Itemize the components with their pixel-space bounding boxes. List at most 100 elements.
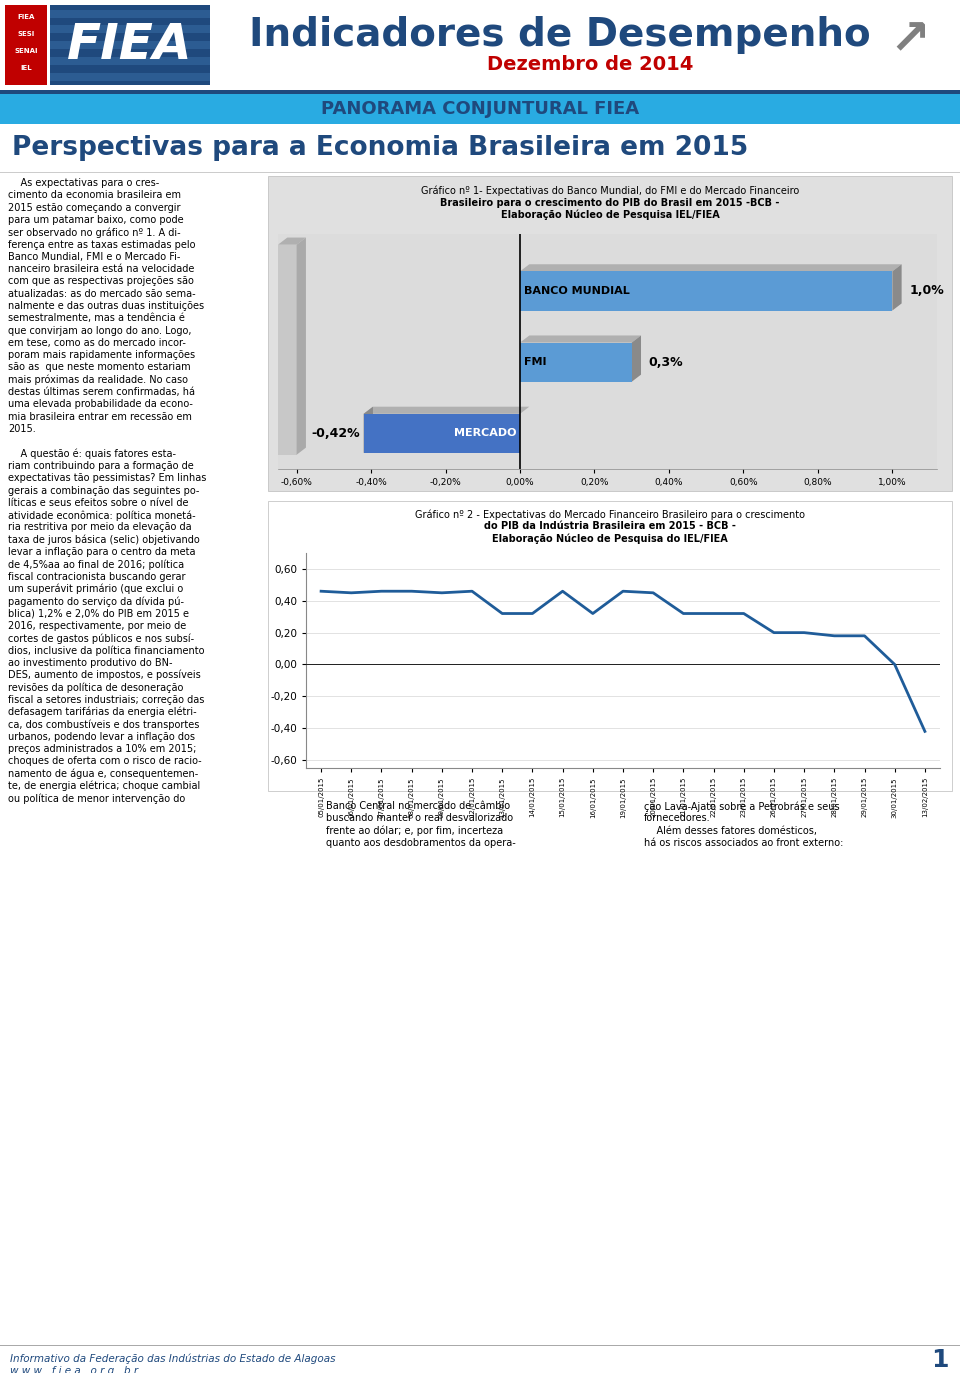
Text: com que as respectivas projeções são: com que as respectivas projeções são (8, 276, 194, 287)
Text: levar a inflação para o centro da meta: levar a inflação para o centro da meta (8, 546, 196, 557)
Text: Brasileiro para o crescimento do PIB do Brasil em 2015 -BCB -: Brasileiro para o crescimento do PIB do … (441, 198, 780, 207)
Text: fornecedores.: fornecedores. (644, 813, 710, 824)
Text: -0,42%: -0,42% (311, 427, 360, 439)
Polygon shape (364, 406, 372, 453)
Bar (278, 244, 297, 454)
Text: pagamento do serviço da dívida pú-: pagamento do serviço da dívida pú- (8, 596, 184, 607)
Text: urbanos, podendo levar a inflação dos: urbanos, podendo levar a inflação dos (8, 732, 195, 741)
Text: buscando manter o real desvalorizado: buscando manter o real desvalorizado (326, 813, 514, 824)
Text: 0,3%: 0,3% (648, 356, 684, 369)
Bar (50, 58, 210, 65)
Bar (364, 413, 520, 453)
Text: um superávit primário (que exclui o: um superávit primário (que exclui o (8, 584, 183, 595)
Polygon shape (520, 264, 901, 272)
Text: SENAI: SENAI (14, 48, 37, 54)
Text: revisões da política de desoneração: revisões da política de desoneração (8, 682, 183, 693)
Text: atualizadas: as do mercado são sema-: atualizadas: as do mercado são sema- (8, 288, 196, 299)
Text: em tese, como as do mercado incor-: em tese, como as do mercado incor- (8, 338, 186, 347)
Text: cimento da economia brasileira em: cimento da economia brasileira em (8, 191, 181, 200)
Text: dios, inclusive da política financiamento: dios, inclusive da política financiament… (8, 645, 204, 656)
Bar (50, 5, 210, 85)
Text: mia brasileira entrar em recessão em: mia brasileira entrar em recessão em (8, 412, 192, 422)
Text: Elaboração Núcleo de Pesquisa do IEL/FIEA: Elaboração Núcleo de Pesquisa do IEL/FIE… (492, 533, 728, 544)
Text: mais próximas da realidade. No caso: mais próximas da realidade. No caso (8, 375, 188, 386)
Text: ção Lava-Ajato sobre a Petrobrás e seus: ção Lava-Ajato sobre a Petrobrás e seus (644, 800, 840, 811)
Text: nanceiro brasileira está na velocidade: nanceiro brasileira está na velocidade (8, 264, 194, 275)
Text: há os riscos associados ao front externo:: há os riscos associados ao front externo… (644, 838, 844, 849)
Text: Gráfico nº 2 - Expectativas do Mercado Financeiro Brasileiro para o crescimento: Gráfico nº 2 - Expectativas do Mercado F… (415, 509, 805, 519)
Text: frente ao dólar; e, por fim, incerteza: frente ao dólar; e, por fim, incerteza (326, 825, 503, 836)
Text: FMI: FMI (524, 357, 546, 367)
Text: 1,0%: 1,0% (909, 284, 944, 298)
Polygon shape (364, 406, 529, 413)
Bar (50, 25, 210, 33)
Text: que convirjam ao longo do ano. Logo,: que convirjam ao longo do ano. Logo, (8, 325, 191, 335)
Text: 2015 estão começando a convergir: 2015 estão começando a convergir (8, 203, 180, 213)
Text: fiscal contracionista buscando gerar: fiscal contracionista buscando gerar (8, 571, 185, 582)
Text: ferença entre as taxas estimadas pelo: ferença entre as taxas estimadas pelo (8, 239, 196, 250)
Polygon shape (632, 335, 641, 382)
Text: DES, aumento de impostos, e possíveis: DES, aumento de impostos, e possíveis (8, 670, 201, 681)
Text: 1: 1 (931, 1348, 948, 1372)
Bar (50, 10, 210, 18)
Text: preços administrados a 10% em 2015;: preços administrados a 10% em 2015; (8, 744, 197, 754)
Bar (520, 343, 632, 382)
Text: uma elevada probabilidade da econo-: uma elevada probabilidade da econo- (8, 400, 193, 409)
Text: Indicadores de Desempenho: Indicadores de Desempenho (250, 16, 871, 54)
Text: semestralmente, mas a tendência é: semestralmente, mas a tendência é (8, 313, 185, 323)
Text: A questão é: quais fatores esta-: A questão é: quais fatores esta- (8, 449, 176, 459)
Text: namento de água e, consequentemen-: namento de água e, consequentemen- (8, 769, 199, 778)
Text: do PIB da Indústria Brasileira em 2015 - BCB -: do PIB da Indústria Brasileira em 2015 -… (484, 520, 736, 531)
Polygon shape (893, 264, 901, 310)
Text: w w w . f i e a . o r g . b r: w w w . f i e a . o r g . b r (10, 1366, 138, 1373)
Text: nalmente e das outras duas instituições: nalmente e das outras duas instituições (8, 301, 204, 312)
Text: FIEA: FIEA (67, 21, 193, 69)
Text: Dezembro de 2014: Dezembro de 2014 (487, 55, 693, 74)
Text: Gráfico nº 1- Expectativas do Banco Mundial, do FMI e do Mercado Financeiro: Gráfico nº 1- Expectativas do Banco Mund… (420, 185, 799, 196)
Text: cortes de gastos públicos e nos subsí-: cortes de gastos públicos e nos subsí- (8, 633, 194, 644)
Text: destas últimas serem confirmadas, há: destas últimas serem confirmadas, há (8, 387, 195, 397)
Polygon shape (278, 238, 306, 244)
Text: defasagem tarifárias da energia elétri-: defasagem tarifárias da energia elétri- (8, 707, 197, 718)
Text: expectativas tão pessimistas? Em linhas: expectativas tão pessimistas? Em linhas (8, 474, 206, 483)
Text: ao investimento produtivo do BN-: ao investimento produtivo do BN- (8, 658, 173, 667)
Text: MERCADO: MERCADO (454, 428, 516, 438)
Text: As expectativas para o cres-: As expectativas para o cres- (8, 178, 159, 188)
Bar (0, 0, 960, 91)
Text: choques de oferta com o risco de racio-: choques de oferta com o risco de racio- (8, 757, 202, 766)
Text: fiscal a setores industriais; correção das: fiscal a setores industriais; correção d… (8, 695, 204, 704)
Bar (5, 5, 47, 85)
Text: para um patamar baixo, como pode: para um patamar baixo, como pode (8, 216, 183, 225)
Bar (50, 41, 210, 49)
Bar (50, 73, 210, 81)
Polygon shape (520, 335, 641, 343)
Text: ca, dos combustíveis e dos transportes: ca, dos combustíveis e dos transportes (8, 719, 200, 729)
Text: atividade econômica: política monetá-: atividade econômica: política monetá- (8, 511, 196, 520)
Bar (268, 176, 952, 492)
Text: taxa de juros básica (selic) objetivando: taxa de juros básica (selic) objetivando (8, 534, 200, 545)
Text: Banco Mundial, FMI e o Mercado Fi-: Banco Mundial, FMI e o Mercado Fi- (8, 251, 180, 262)
Text: Informativo da Federação das Indústrias do Estado de Alagoas: Informativo da Federação das Indústrias … (10, 1352, 335, 1363)
Bar (0, 91, 960, 93)
Bar (520, 272, 893, 310)
Bar (268, 501, 952, 791)
Text: FIEA: FIEA (17, 14, 35, 21)
Text: são as  que neste momento estariam: são as que neste momento estariam (8, 362, 191, 372)
Text: IEL: IEL (20, 65, 32, 71)
Polygon shape (297, 238, 306, 454)
Bar (0, 93, 960, 124)
Text: Perspectivas para a Economia Brasileira em 2015: Perspectivas para a Economia Brasileira … (12, 135, 748, 161)
Text: PANORAMA CONJUNTURAL FIEA: PANORAMA CONJUNTURAL FIEA (321, 100, 639, 118)
Text: quanto aos desdobramentos da opera-: quanto aos desdobramentos da opera- (326, 838, 516, 849)
Text: gerais a combinação das seguintes po-: gerais a combinação das seguintes po- (8, 486, 200, 496)
Text: BANCO MUNDIAL: BANCO MUNDIAL (524, 286, 630, 297)
Text: Banco Central no mercado de câmbio: Banco Central no mercado de câmbio (326, 800, 510, 811)
Text: ou política de menor intervenção do: ou política de menor intervenção do (8, 794, 185, 803)
Text: Elaboração Núcleo de Pesquisa IEL/FIEA: Elaboração Núcleo de Pesquisa IEL/FIEA (500, 210, 719, 221)
Text: ria restritiva por meio da elevação da: ria restritiva por meio da elevação da (8, 522, 192, 533)
Text: ↗: ↗ (890, 16, 930, 65)
Text: blica) 1,2% e 2,0% do PIB em 2015 e: blica) 1,2% e 2,0% do PIB em 2015 e (8, 608, 189, 618)
Text: ser observado no gráfico nº 1. A di-: ser observado no gráfico nº 1. A di- (8, 227, 180, 238)
Text: líticas e seus efeitos sobre o nível de: líticas e seus efeitos sobre o nível de (8, 498, 188, 508)
Text: Além desses fatores domésticos,: Além desses fatores domésticos, (644, 825, 817, 836)
